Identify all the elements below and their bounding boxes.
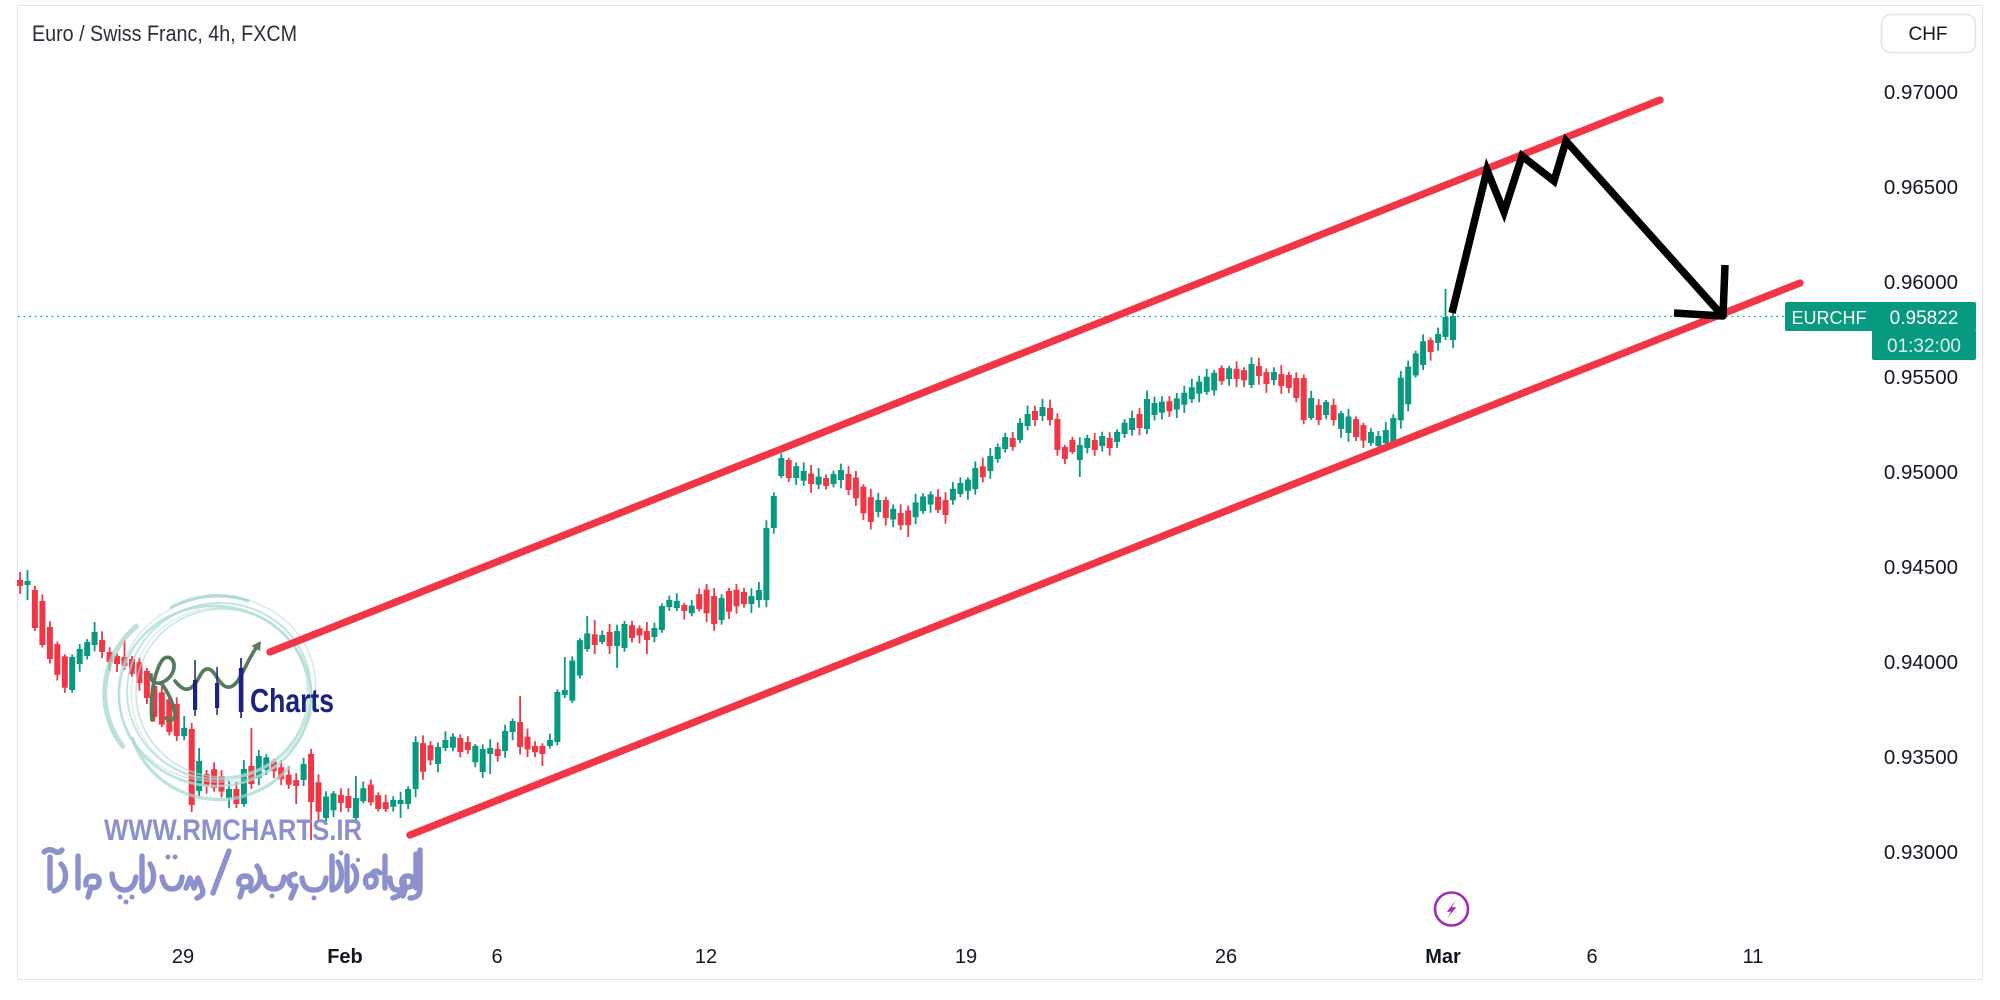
svg-text:0.95500: 0.95500 (1884, 366, 1958, 389)
svg-text:Charts: Charts (250, 682, 334, 719)
svg-text:0.94500: 0.94500 (1884, 556, 1958, 579)
svg-text:Euro / Swiss Franc, 4h, FXCM: Euro / Swiss Franc, 4h, FXCM (32, 21, 297, 46)
svg-text:11: 11 (1743, 946, 1764, 968)
svg-text:Mar: Mar (1425, 946, 1461, 968)
svg-text:19: 19 (955, 946, 977, 968)
svg-text:0.96000: 0.96000 (1884, 271, 1958, 294)
svg-text:6: 6 (1586, 946, 1597, 968)
svg-text:0.97000: 0.97000 (1884, 81, 1958, 104)
svg-text:CHF: CHF (1908, 24, 1947, 45)
svg-text:0.93500: 0.93500 (1884, 746, 1958, 769)
svg-text:01:32:00: 01:32:00 (1887, 336, 1961, 357)
svg-text:26: 26 (1215, 946, 1237, 968)
svg-text:0.94000: 0.94000 (1884, 651, 1958, 674)
svg-text:0.95822: 0.95822 (1890, 308, 1959, 329)
svg-text:12: 12 (695, 946, 717, 968)
svg-text:0.95000: 0.95000 (1884, 461, 1958, 484)
svg-text:WWW.RMCHARTS.IR: WWW.RMCHARTS.IR (104, 814, 362, 847)
svg-text:Feb: Feb (327, 946, 363, 968)
svg-text:29: 29 (172, 946, 194, 968)
svg-text:0.96500: 0.96500 (1884, 176, 1958, 199)
svg-text:6: 6 (491, 946, 502, 968)
svg-text:EURCHF: EURCHF (1792, 308, 1867, 328)
svg-text:0.93000: 0.93000 (1884, 841, 1958, 864)
